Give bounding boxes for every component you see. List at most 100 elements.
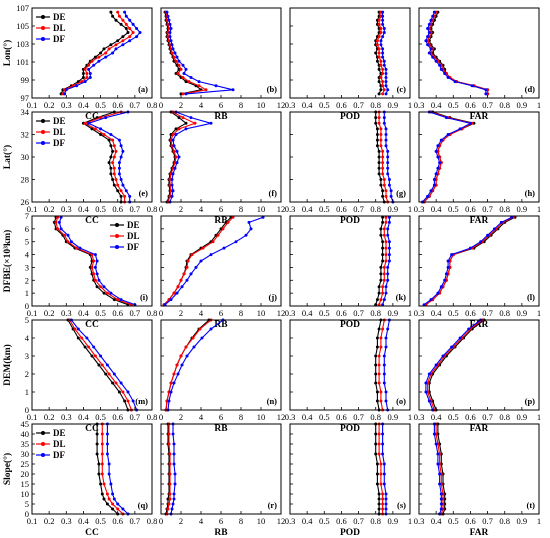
data-point xyxy=(111,51,115,55)
data-point xyxy=(384,67,388,71)
data-point xyxy=(107,138,111,142)
data-point xyxy=(381,303,385,307)
data-point xyxy=(165,10,169,14)
y-tick-label: 30 xyxy=(21,449,30,459)
data-point xyxy=(171,172,175,176)
data-point xyxy=(374,432,378,436)
data-point xyxy=(374,452,378,456)
data-point xyxy=(458,336,462,340)
data-point xyxy=(100,452,104,456)
data-point xyxy=(182,272,186,276)
data-point xyxy=(384,72,388,75)
x-tick-label: 10 xyxy=(257,204,266,214)
data-point xyxy=(172,492,176,496)
x-tick-label: 0 xyxy=(159,308,163,318)
data-point xyxy=(379,144,383,148)
data-point xyxy=(169,39,173,43)
x-tick-label: 0.1 xyxy=(27,204,38,214)
x-tick-label: 0.4 xyxy=(302,100,313,110)
data-point xyxy=(95,432,99,436)
data-point xyxy=(384,76,388,79)
x-tick-label: 0.3 xyxy=(285,516,296,526)
data-point xyxy=(384,194,388,198)
data-point xyxy=(377,51,381,55)
data-point xyxy=(386,172,390,176)
data-point xyxy=(185,278,189,282)
data-point xyxy=(434,172,438,176)
data-point xyxy=(377,92,381,96)
data-point xyxy=(109,133,113,136)
data-point xyxy=(438,63,442,67)
data-point xyxy=(381,18,385,22)
series-line-df xyxy=(421,111,472,203)
data-point xyxy=(181,63,185,67)
x-axis-label: POD xyxy=(340,320,360,330)
data-point xyxy=(177,63,181,67)
panel-g: 0.3 0.4 0.5 0.6 0.7 0.8 0.9 1 POD (g) xyxy=(285,110,412,226)
x-axis-label: FAR xyxy=(470,216,489,226)
data-point xyxy=(432,10,436,14)
data-point xyxy=(93,55,97,59)
x-tick-label: 2 xyxy=(179,516,183,526)
series-line-dl xyxy=(83,111,126,202)
data-point xyxy=(75,246,79,250)
data-point xyxy=(424,390,428,394)
y-axis-label: Lon(°) xyxy=(2,40,13,67)
legend-label-de: DE xyxy=(53,12,66,22)
plot-frame xyxy=(31,111,153,203)
data-point xyxy=(99,482,103,486)
data-point xyxy=(446,76,450,79)
data-point xyxy=(379,39,383,43)
data-point xyxy=(492,227,496,231)
data-point xyxy=(379,227,383,231)
data-point xyxy=(111,149,115,153)
data-point xyxy=(78,246,82,250)
data-point xyxy=(377,55,381,59)
data-point xyxy=(377,502,381,506)
x-tick-label: 4 xyxy=(199,516,204,526)
data-point xyxy=(170,43,174,47)
legend-marker-dl xyxy=(41,442,45,446)
legend-label-de: DE xyxy=(127,220,140,230)
x-tick-label: 0.1 xyxy=(27,100,38,110)
data-point xyxy=(184,80,188,84)
data-point xyxy=(386,327,390,331)
x-tick-label: 0.7 xyxy=(353,204,364,214)
data-point xyxy=(93,354,97,358)
data-point xyxy=(382,298,386,302)
data-point xyxy=(234,240,238,244)
x-tick-label: 8 xyxy=(239,412,243,422)
x-tick-label: 0.6 xyxy=(336,100,347,110)
x-tick-label: 0.8 xyxy=(370,100,381,110)
data-point xyxy=(386,265,390,269)
data-point xyxy=(174,155,178,159)
data-point xyxy=(173,472,177,476)
data-point xyxy=(168,462,172,466)
data-point xyxy=(382,278,386,282)
data-point xyxy=(209,121,213,125)
x-axis-label: CC xyxy=(85,320,99,330)
data-point xyxy=(381,72,385,75)
x-tick-label: 12 xyxy=(277,412,286,422)
data-point xyxy=(168,497,172,501)
data-point xyxy=(381,161,385,165)
data-point xyxy=(379,278,383,282)
panel-label: (b) xyxy=(267,84,278,94)
panel-label: (a) xyxy=(138,84,148,94)
data-point xyxy=(170,183,174,187)
data-point xyxy=(123,399,127,403)
data-point xyxy=(379,462,383,466)
x-tick-label: 0.4 xyxy=(302,204,313,214)
data-point xyxy=(192,345,196,349)
data-point xyxy=(458,127,462,131)
data-point xyxy=(434,149,438,153)
data-point xyxy=(377,161,381,165)
data-point xyxy=(116,189,120,193)
x-tick-label: 0.5 xyxy=(319,100,330,110)
data-point xyxy=(381,215,385,219)
data-point xyxy=(181,76,185,79)
legend-marker-df xyxy=(41,453,45,457)
data-point xyxy=(128,18,132,22)
data-point xyxy=(93,278,97,282)
data-point xyxy=(128,194,132,198)
